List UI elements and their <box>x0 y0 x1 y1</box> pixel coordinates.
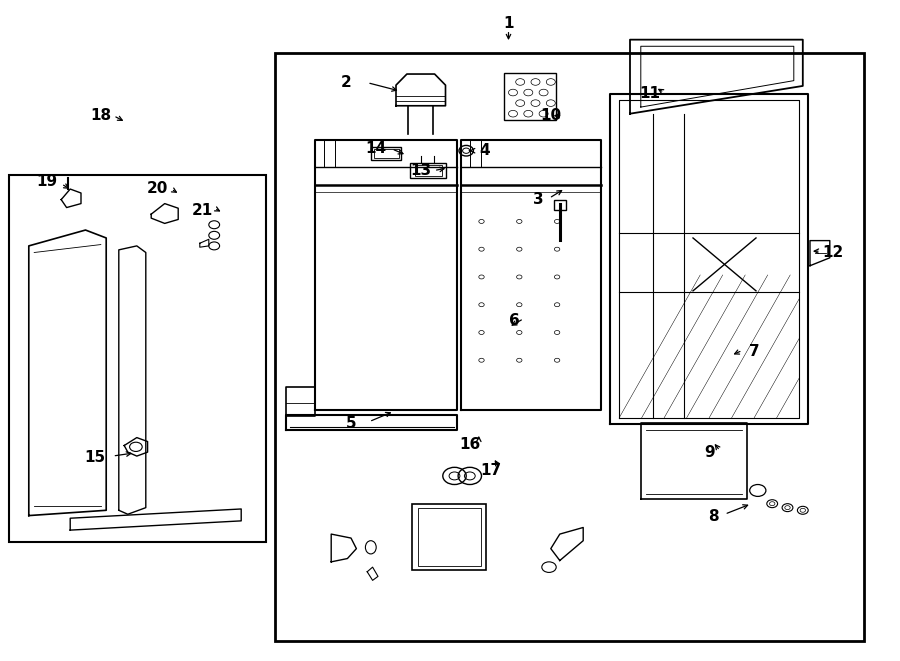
Bar <box>410 163 446 178</box>
Text: 15: 15 <box>84 450 105 465</box>
Bar <box>412 504 486 570</box>
Bar <box>374 149 399 158</box>
Text: 17: 17 <box>480 463 501 478</box>
Text: 14: 14 <box>365 141 387 156</box>
Bar <box>418 508 481 566</box>
Text: 20: 20 <box>147 181 168 196</box>
Text: 12: 12 <box>822 245 843 260</box>
Text: 16: 16 <box>459 437 481 451</box>
Text: 8: 8 <box>708 510 719 524</box>
Text: 2: 2 <box>341 75 352 90</box>
Text: 13: 13 <box>410 163 432 178</box>
Text: 5: 5 <box>346 416 356 430</box>
Bar <box>415 165 442 176</box>
Bar <box>371 147 401 160</box>
Text: 6: 6 <box>509 313 520 328</box>
Text: 9: 9 <box>704 446 715 460</box>
Text: 1: 1 <box>503 16 514 30</box>
Bar <box>9 175 266 542</box>
Bar <box>504 73 556 120</box>
Text: 11: 11 <box>639 87 661 101</box>
Text: 21: 21 <box>192 203 213 217</box>
Bar <box>554 200 566 210</box>
Bar <box>274 53 864 641</box>
Text: 18: 18 <box>90 108 112 123</box>
Text: 10: 10 <box>540 108 562 123</box>
Text: 4: 4 <box>479 143 490 158</box>
Text: 3: 3 <box>533 192 544 207</box>
Text: 7: 7 <box>749 344 760 359</box>
Text: 19: 19 <box>36 175 58 189</box>
